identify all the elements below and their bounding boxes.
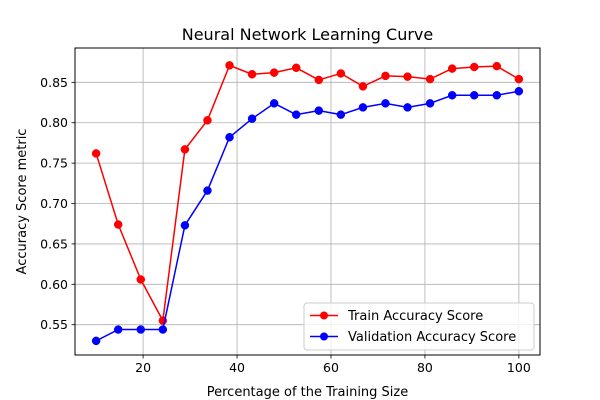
data-point xyxy=(469,62,479,72)
data-point xyxy=(113,325,123,334)
data-point xyxy=(180,221,190,230)
x-tick-label: 20 xyxy=(135,360,151,375)
y-tick-label: 0.65 xyxy=(40,236,68,251)
data-point xyxy=(314,75,324,85)
data-point xyxy=(291,110,301,119)
data-point xyxy=(203,116,212,125)
data-point xyxy=(336,69,346,78)
y-tick-label: 0.60 xyxy=(40,277,68,292)
data-point xyxy=(91,336,101,346)
data-point xyxy=(381,71,390,81)
data-point xyxy=(203,186,212,195)
data-point xyxy=(403,72,412,81)
data-point xyxy=(492,91,502,100)
legend-box xyxy=(303,302,535,351)
data-point xyxy=(492,61,502,71)
series-line-1 xyxy=(95,64,520,322)
tick-layer: 20 40 60 80 100 0.55 0.60 0.65 0.70 0.75 0.80 0.85 xyxy=(40,75,531,375)
y-axis-label: Accuracy Score metric xyxy=(15,129,30,275)
y-tick-label: 0.85 xyxy=(40,75,68,90)
data-point xyxy=(358,103,368,112)
x-axis-label: Percentage of the Training Size xyxy=(207,385,409,400)
data-point xyxy=(425,99,435,108)
data-point xyxy=(225,61,234,70)
data-point xyxy=(514,74,524,84)
data-point xyxy=(158,325,168,334)
data-point xyxy=(336,110,346,119)
data-point xyxy=(314,106,324,115)
data-point xyxy=(136,275,146,284)
y-tick-label: 0.55 xyxy=(40,317,68,332)
data-point xyxy=(91,149,101,158)
x-tick-label: 60 xyxy=(323,360,339,375)
data-point xyxy=(447,91,457,100)
data-point xyxy=(269,99,279,108)
data-point xyxy=(291,63,301,73)
data-point xyxy=(113,220,123,229)
legend-label: Train Accuracy Score xyxy=(347,309,483,324)
data-point xyxy=(425,74,435,84)
x-tick-label: 40 xyxy=(229,360,245,375)
data-point xyxy=(381,99,390,108)
data-point xyxy=(469,91,479,100)
legend-label: Validation Accuracy Score xyxy=(348,330,516,345)
x-tick-label: 80 xyxy=(417,360,433,375)
chart-title: Neural Network Learning Curve xyxy=(182,25,434,44)
legend-marker xyxy=(320,332,328,341)
y-tick-label: 0.75 xyxy=(40,156,68,171)
legend-marker xyxy=(320,311,328,320)
y-tick-label: 0.70 xyxy=(40,196,68,211)
y-tick-label: 0.80 xyxy=(40,115,68,130)
data-point xyxy=(403,103,412,112)
data-point xyxy=(247,114,257,123)
legend: Train Accuracy Score Validation Accuracy … xyxy=(303,302,535,351)
series-layer xyxy=(91,61,524,346)
data-point xyxy=(269,68,279,77)
data-point xyxy=(447,64,457,73)
data-point xyxy=(247,70,257,79)
x-tick-label: 100 xyxy=(507,360,531,375)
data-point xyxy=(225,133,234,142)
data-point xyxy=(136,325,146,334)
data-point xyxy=(180,145,190,154)
data-point xyxy=(358,82,368,91)
data-point xyxy=(514,86,524,96)
plot-frame xyxy=(74,47,541,356)
